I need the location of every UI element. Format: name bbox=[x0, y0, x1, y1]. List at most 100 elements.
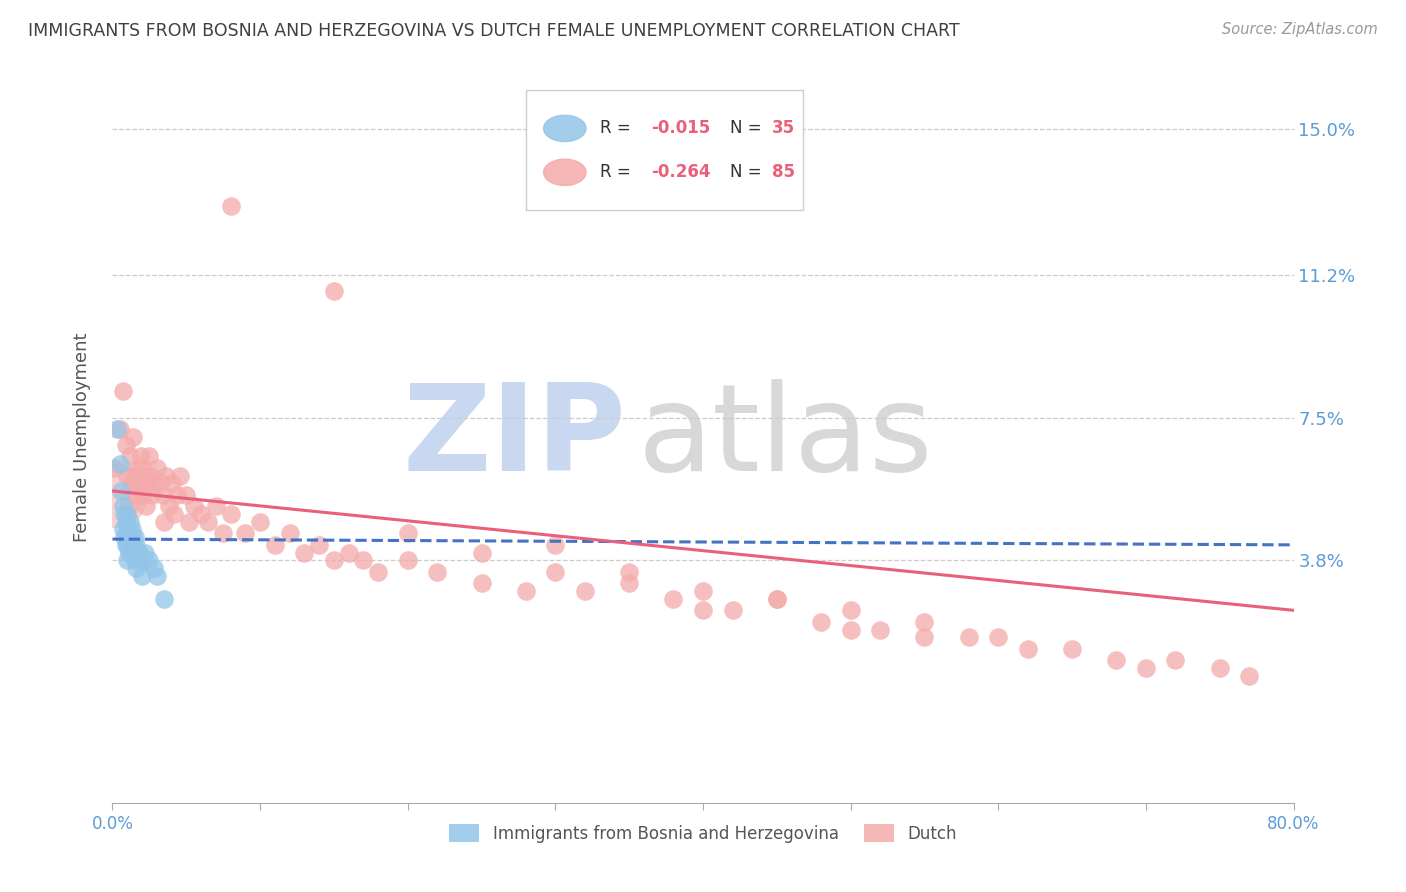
Point bbox=[179, 515, 201, 529]
Point bbox=[1017, 641, 1039, 656]
Point bbox=[160, 476, 183, 491]
Point bbox=[149, 476, 172, 491]
Point bbox=[323, 553, 346, 567]
Point bbox=[120, 450, 142, 464]
Point bbox=[138, 450, 160, 464]
Point bbox=[544, 538, 567, 552]
Point bbox=[155, 468, 177, 483]
Text: Source: ZipAtlas.com: Source: ZipAtlas.com bbox=[1222, 22, 1378, 37]
Text: 85: 85 bbox=[772, 163, 794, 181]
Point bbox=[197, 515, 219, 529]
Point bbox=[163, 507, 186, 521]
Point bbox=[174, 488, 197, 502]
Point bbox=[105, 422, 128, 436]
Point bbox=[134, 545, 156, 559]
Point bbox=[128, 545, 150, 559]
Text: -0.264: -0.264 bbox=[651, 163, 710, 181]
Point bbox=[132, 488, 155, 502]
Point bbox=[278, 526, 301, 541]
Text: -0.015: -0.015 bbox=[651, 120, 710, 137]
Point bbox=[122, 530, 145, 544]
Point bbox=[914, 615, 936, 629]
Point bbox=[692, 584, 714, 599]
Point bbox=[515, 584, 537, 599]
Point bbox=[766, 591, 789, 606]
Point bbox=[957, 630, 980, 644]
Point bbox=[118, 523, 141, 537]
Point bbox=[166, 488, 188, 502]
Point bbox=[1105, 653, 1128, 667]
Point bbox=[1208, 661, 1232, 675]
Point bbox=[128, 476, 150, 491]
Point bbox=[120, 530, 142, 544]
Point bbox=[117, 507, 138, 521]
Point bbox=[104, 488, 127, 502]
Point bbox=[114, 515, 136, 529]
Point bbox=[157, 500, 180, 514]
Point bbox=[124, 468, 146, 483]
Point bbox=[1164, 653, 1187, 667]
Point bbox=[249, 515, 271, 529]
Point bbox=[152, 488, 174, 502]
Circle shape bbox=[544, 115, 586, 142]
Point bbox=[1135, 661, 1157, 675]
Point bbox=[112, 507, 135, 521]
Point bbox=[619, 576, 641, 591]
Point bbox=[1239, 669, 1261, 683]
Point bbox=[839, 623, 862, 637]
Point bbox=[129, 553, 152, 567]
Point bbox=[111, 384, 134, 398]
Point bbox=[125, 488, 148, 502]
Point bbox=[367, 565, 389, 579]
Point bbox=[111, 500, 134, 514]
Point bbox=[766, 591, 789, 606]
Point bbox=[117, 526, 138, 541]
Text: N =: N = bbox=[730, 120, 762, 137]
Point bbox=[153, 515, 176, 529]
Point bbox=[138, 553, 160, 567]
Text: N =: N = bbox=[730, 163, 762, 181]
Point bbox=[122, 430, 145, 444]
Point bbox=[292, 545, 315, 559]
Point bbox=[153, 591, 176, 606]
Point bbox=[121, 541, 143, 556]
Point bbox=[127, 545, 149, 559]
Point bbox=[426, 565, 449, 579]
Point bbox=[205, 500, 228, 514]
Point bbox=[110, 483, 132, 498]
Point bbox=[619, 565, 641, 579]
Text: IMMIGRANTS FROM BOSNIA AND HERZEGOVINA VS DUTCH FEMALE UNEMPLOYMENT CORRELATION : IMMIGRANTS FROM BOSNIA AND HERZEGOVINA V… bbox=[28, 22, 960, 40]
Point bbox=[987, 630, 1010, 644]
Point bbox=[117, 468, 138, 483]
Point bbox=[141, 488, 163, 502]
Text: R =: R = bbox=[600, 120, 631, 137]
Point bbox=[124, 553, 146, 567]
Point bbox=[574, 584, 596, 599]
Point bbox=[470, 576, 494, 591]
Point bbox=[108, 422, 131, 436]
Point bbox=[114, 438, 136, 452]
Point bbox=[308, 538, 330, 552]
Point bbox=[323, 284, 346, 298]
Point bbox=[121, 523, 143, 537]
Point bbox=[544, 565, 567, 579]
Point bbox=[914, 630, 936, 644]
Text: ZIP: ZIP bbox=[402, 378, 626, 496]
Point bbox=[396, 553, 419, 567]
Point bbox=[470, 545, 494, 559]
Point bbox=[869, 623, 891, 637]
Point bbox=[131, 568, 153, 582]
Point bbox=[721, 603, 744, 617]
Text: R =: R = bbox=[600, 163, 631, 181]
Point bbox=[219, 507, 242, 521]
Point bbox=[114, 538, 136, 552]
Point bbox=[131, 461, 153, 475]
Point bbox=[127, 461, 149, 475]
Point bbox=[124, 530, 146, 544]
Point bbox=[125, 538, 148, 552]
Point bbox=[692, 603, 714, 617]
Point bbox=[169, 468, 191, 483]
Point bbox=[120, 515, 142, 529]
Point bbox=[337, 545, 360, 559]
Text: 35: 35 bbox=[772, 120, 794, 137]
